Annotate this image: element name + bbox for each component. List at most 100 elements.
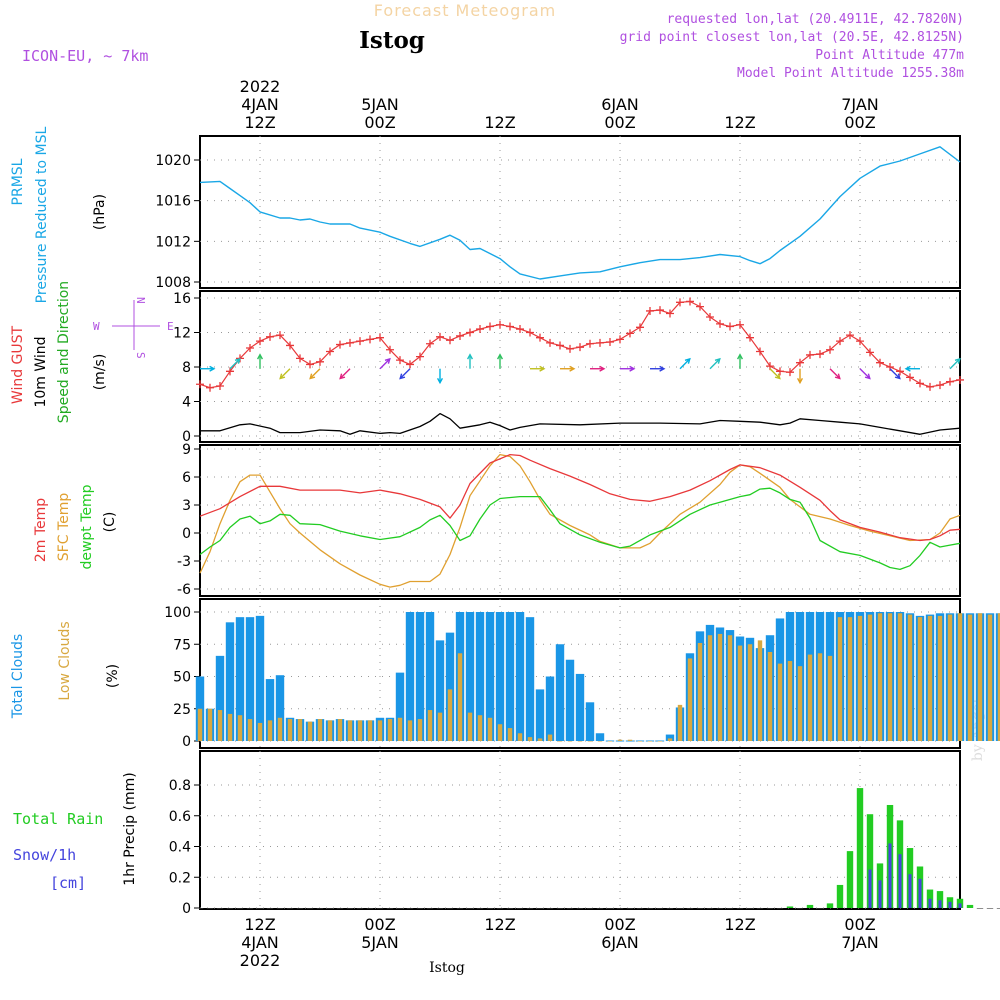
wind-direction-arrow — [679, 358, 691, 370]
rain-bar — [396, 908, 404, 909]
temp2m-label: 2m Temp — [33, 498, 49, 562]
wind-ytick-label: 0 — [182, 429, 191, 445]
rain-bar — [716, 908, 724, 909]
precipitation-ytick-label: 0.4 — [169, 840, 191, 856]
model-label: ICON-EU, ~ 7km — [22, 47, 148, 65]
low-clouds-bar — [267, 720, 273, 741]
bottom-axis-label: 00Z — [844, 915, 875, 934]
wind-arrow-head — [496, 353, 504, 360]
top-axis-label: 00Z — [844, 113, 875, 132]
low-clouds-bar — [867, 614, 873, 741]
rain-legend: Total Rain — [13, 810, 103, 828]
gust-marker — [486, 322, 494, 331]
low-clouds-bar — [557, 741, 563, 742]
total-clouds-bar — [465, 612, 475, 741]
footer-location: Istog — [429, 960, 465, 976]
low-clouds-bar — [717, 633, 723, 741]
wind-ytick-label: 4 — [182, 395, 191, 411]
low-clouds-bar — [777, 663, 783, 741]
gust-marker — [806, 350, 814, 359]
bottom-axis-label: 5JAN — [361, 933, 399, 952]
rain-bar — [316, 908, 324, 909]
temp-unit: (C) — [102, 512, 118, 533]
low-clouds-bar — [807, 654, 813, 741]
snow-bar — [928, 898, 932, 908]
snow-bar — [878, 880, 882, 908]
panels: 10081012101610200481216-6-30369025507510… — [155, 135, 1000, 917]
top-axis-label: 5JAN — [361, 95, 399, 114]
temperature-ytick-label: 0 — [182, 526, 191, 542]
low-clouds-bar — [577, 741, 583, 742]
rain-bar — [726, 908, 734, 909]
rain-bar — [436, 908, 444, 909]
wind-arrow-head — [774, 373, 781, 380]
low-clouds-bar — [937, 615, 943, 741]
wind-direction-arrow — [229, 358, 241, 370]
low-clouds-bar — [457, 653, 463, 741]
low-clouds-bar — [377, 720, 383, 741]
gust-marker — [336, 340, 344, 349]
wind10m-label: 10m Wind — [33, 336, 49, 407]
low-clouds-bar — [887, 613, 893, 741]
rain-bar — [676, 908, 684, 909]
low-clouds-bar — [947, 614, 953, 741]
total-clouds-bar — [575, 673, 585, 741]
temperature-ytick-label: 9 — [182, 442, 191, 458]
gust-marker — [736, 320, 744, 329]
gust-label: Wind GUST — [10, 325, 26, 404]
total-clouds-bar — [515, 612, 525, 741]
low-clouds-bar — [327, 720, 333, 741]
wind-direction-arrow — [859, 368, 871, 380]
gust-marker — [796, 358, 804, 367]
low-clouds-bar — [847, 617, 853, 741]
rain-bar — [336, 908, 344, 909]
low-clouds-bar — [957, 613, 963, 741]
gust-marker — [686, 297, 694, 306]
total-clouds-bar — [495, 612, 505, 741]
total-clouds-bar — [245, 617, 255, 741]
low-clouds-bar — [687, 658, 693, 741]
pressure-label-1: PRMSL — [10, 158, 26, 205]
wind-arrow-head — [894, 373, 901, 380]
location-title: Istog — [359, 27, 425, 54]
bottom-axis-label: 12Z — [724, 915, 755, 934]
wind-arrow-head — [954, 357, 961, 364]
wind-direction-arrow — [279, 368, 291, 380]
clouds-ytick-label: 75 — [173, 637, 191, 653]
gust-marker — [326, 347, 334, 356]
wind-arrow-head — [569, 365, 576, 372]
rain-bar — [386, 908, 394, 909]
total-clouds-bar — [505, 612, 515, 741]
point-altitude: Point Altitude 477m — [815, 48, 964, 63]
wind-arrow-head — [234, 357, 241, 364]
low-clouds-bar — [627, 739, 633, 741]
gust-marker — [346, 338, 354, 347]
total-clouds-bar — [275, 675, 285, 741]
low-clouds-bar — [497, 724, 503, 741]
gust-marker — [586, 339, 594, 348]
snow-bar — [938, 900, 942, 908]
low-clouds-bar — [537, 738, 543, 741]
compass-west: W — [93, 320, 100, 333]
rain-bar — [406, 908, 414, 909]
gust-marker — [866, 348, 874, 357]
low-clouds-bar — [707, 635, 713, 741]
gust-marker — [446, 336, 454, 345]
low-clouds-bar — [747, 644, 753, 741]
gust-marker — [536, 333, 544, 342]
wind-unit: (m/s) — [92, 354, 108, 391]
gust-marker — [496, 320, 504, 329]
rain-bar — [856, 788, 864, 908]
low-clouds-bar — [287, 719, 293, 741]
total-clouds-bar — [585, 702, 595, 741]
rain-bar — [606, 908, 614, 909]
wind-panel: 0 4 8 12 16 — [173, 290, 964, 445]
gust-marker — [946, 377, 954, 386]
gust-marker — [196, 380, 204, 389]
rain-bar — [216, 908, 224, 909]
wind-arrow-head — [684, 357, 691, 364]
precipitation-frame — [199, 750, 961, 910]
gust-marker — [926, 382, 934, 391]
rain-bar — [696, 908, 704, 909]
top-axis-label: 12Z — [724, 113, 755, 132]
